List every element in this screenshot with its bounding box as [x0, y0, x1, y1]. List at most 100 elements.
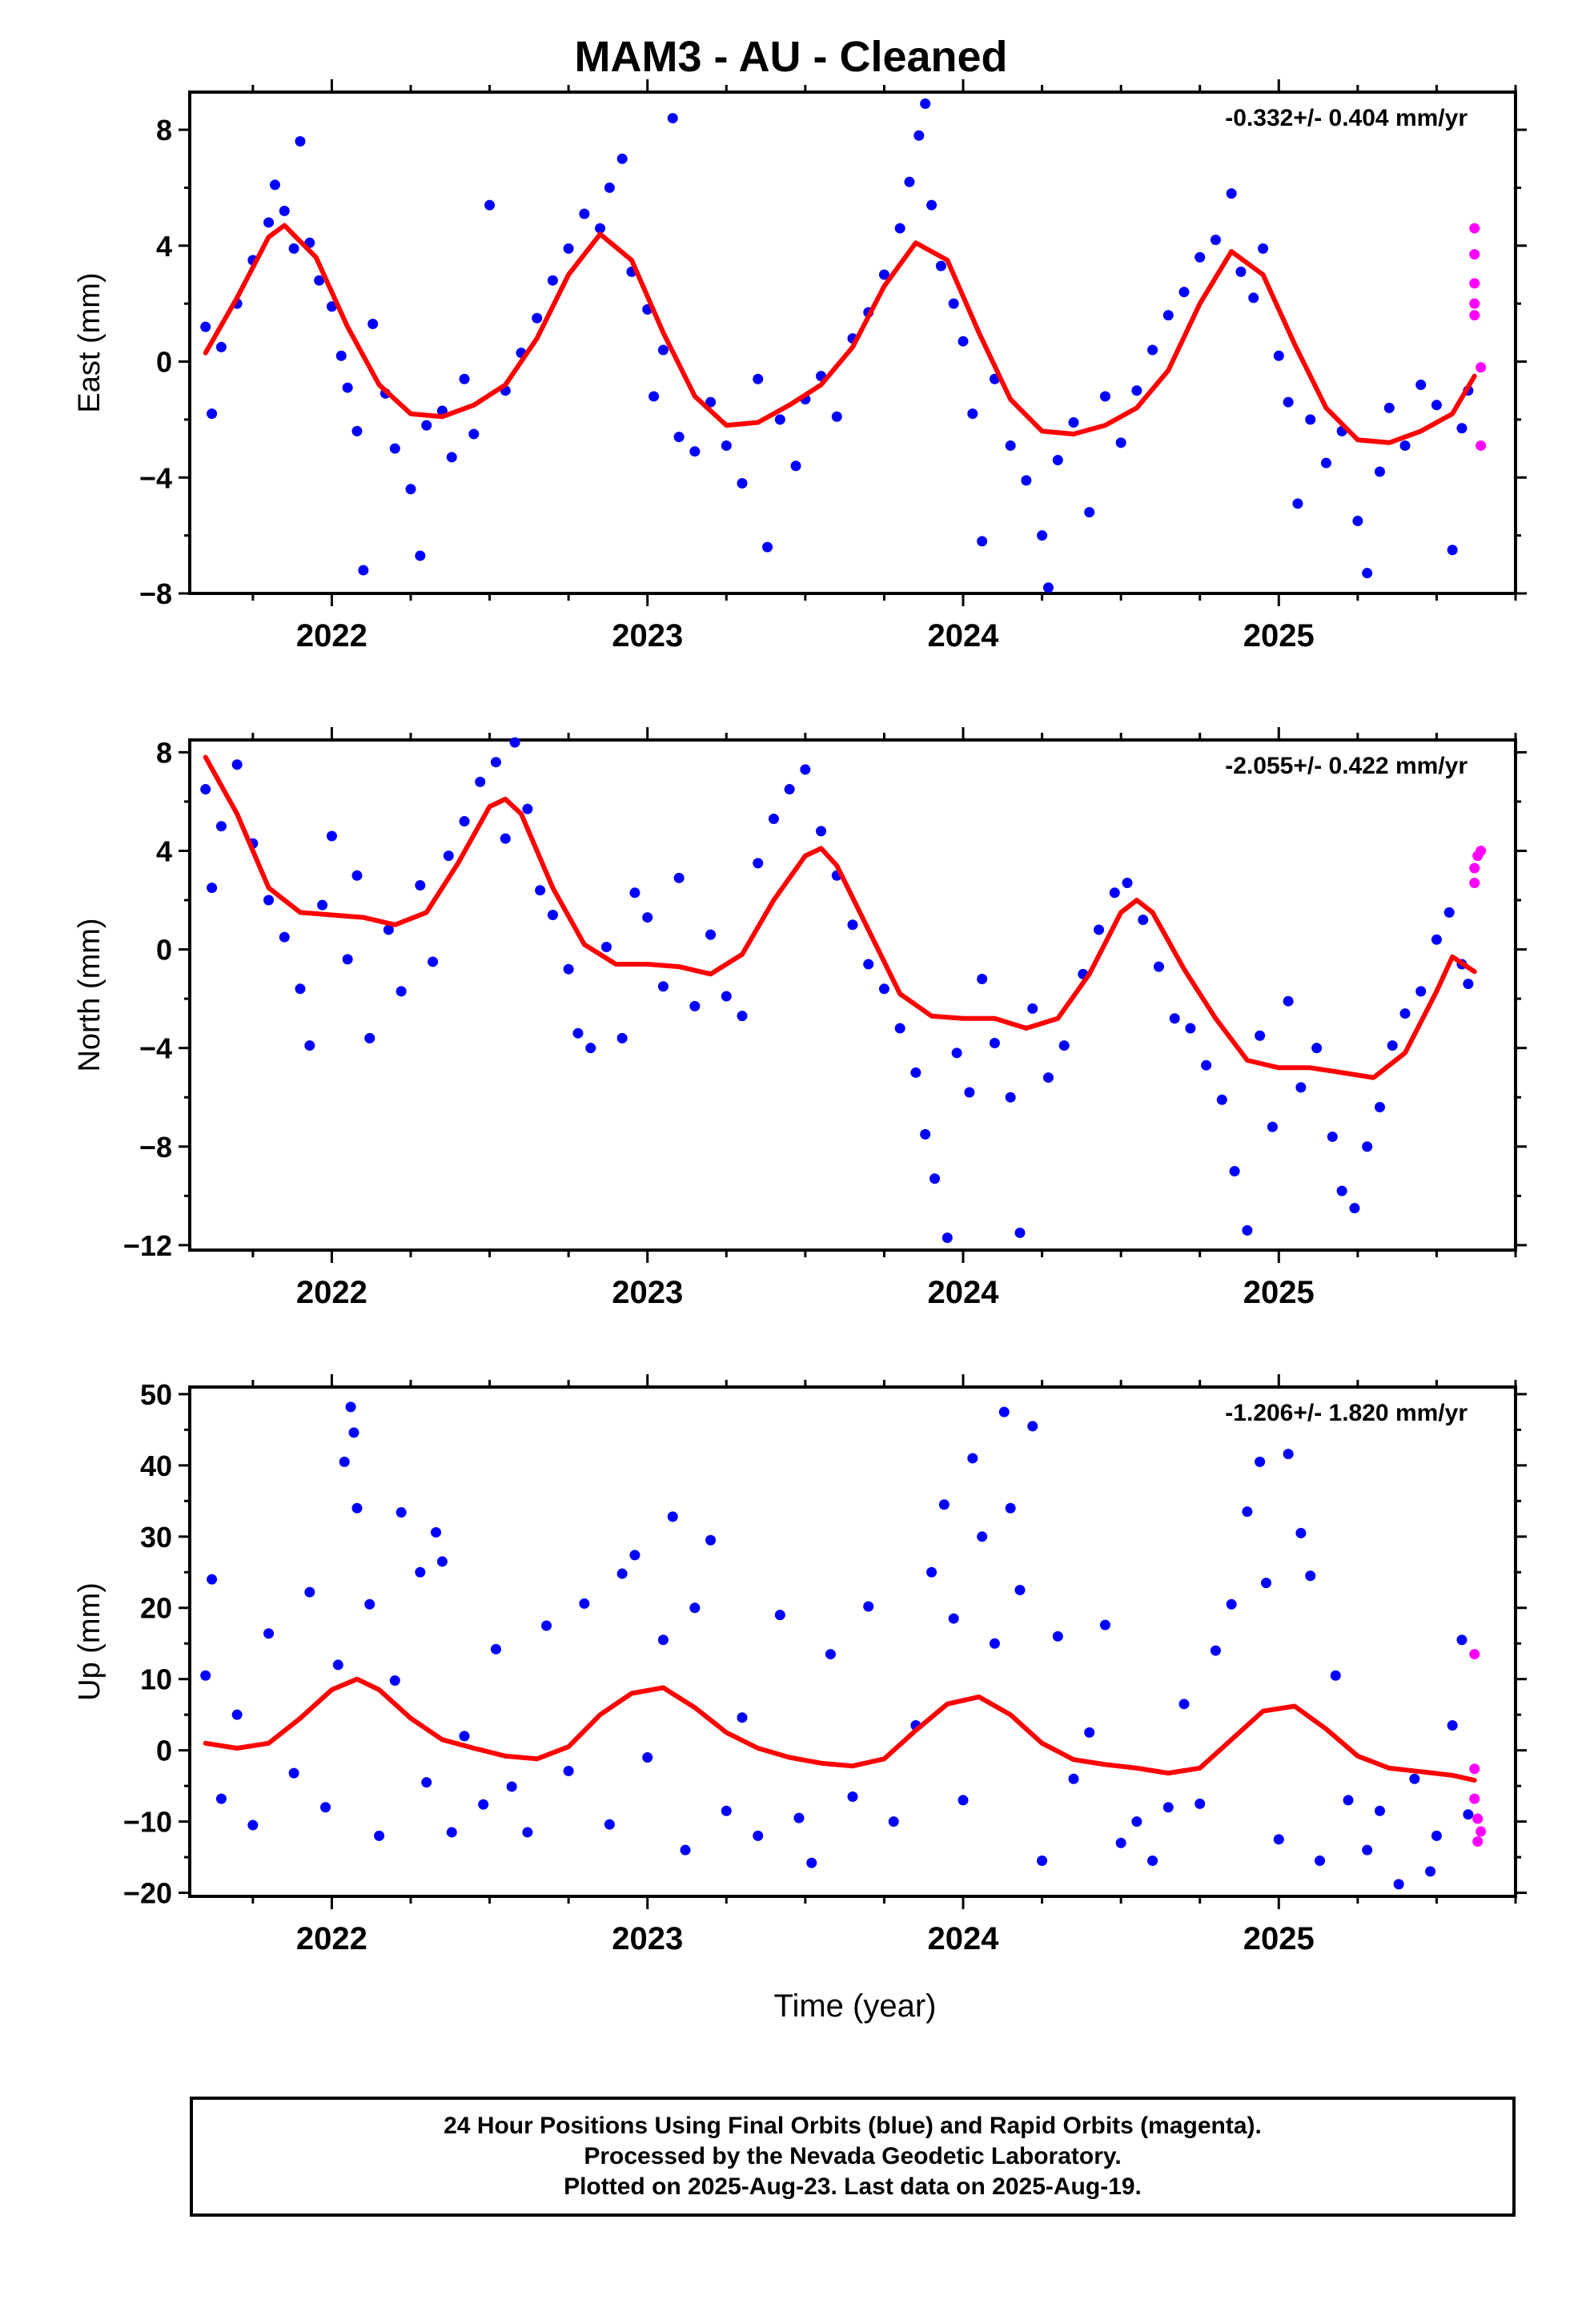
final-orbit-point	[1099, 1619, 1110, 1630]
final-orbit-point	[1021, 475, 1032, 486]
final-orbit-point	[579, 1598, 590, 1609]
final-orbit-point	[490, 1643, 501, 1655]
final-orbit-point	[1261, 1578, 1272, 1589]
final-orbit-point	[680, 1844, 691, 1856]
final-orbit-point	[269, 179, 280, 191]
final-orbit-point	[288, 1767, 299, 1779]
y-axis-label: Up (mm)	[73, 1582, 106, 1701]
rate-annotation: -2.055+/- 0.422 mm/yr	[1225, 753, 1468, 779]
axis-frame	[188, 90, 1517, 595]
final-orbit-point	[737, 1011, 748, 1022]
final-orbit-point	[200, 784, 211, 795]
final-orbit-point	[351, 870, 363, 881]
final-orbit-point	[364, 1598, 375, 1610]
final-orbit-point	[721, 440, 732, 451]
final-orbit-point	[1195, 1798, 1206, 1809]
final-orbit-point	[304, 1040, 315, 1051]
final-orbit-point	[926, 199, 938, 211]
final-orbit-point	[415, 880, 426, 891]
y-tick-label: 40	[140, 1449, 172, 1482]
final-orbit-point	[935, 260, 946, 271]
y-tick-label: −12	[123, 1229, 172, 1262]
final-orbit-point	[1349, 1203, 1360, 1214]
final-orbit-point	[1415, 379, 1427, 390]
final-orbit-point	[604, 1819, 615, 1830]
x-tick-label: 2024	[928, 1275, 1000, 1310]
final-orbit-point	[478, 1799, 489, 1810]
rapid-orbit-point	[1469, 278, 1480, 289]
final-orbit-point	[263, 895, 275, 906]
final-orbit-point	[1115, 1837, 1126, 1848]
final-orbit-point	[215, 341, 227, 352]
final-orbit-point	[431, 1526, 442, 1538]
final-orbit-point	[509, 737, 520, 748]
final-orbit-point	[314, 275, 325, 286]
final-orbit-point	[415, 1566, 426, 1578]
rapid-orbit-point	[1476, 845, 1487, 856]
final-orbit-point	[1295, 1082, 1307, 1093]
final-orbit-point	[942, 1232, 953, 1244]
final-orbit-point	[572, 1027, 584, 1039]
final-orbit-point	[831, 411, 842, 422]
final-orbit-point	[358, 565, 369, 576]
final-orbit-point	[326, 301, 337, 312]
final-orbit-point	[351, 1502, 363, 1514]
final-orbit-point	[825, 1649, 836, 1660]
final-orbit-point	[522, 1827, 533, 1838]
final-orbit-point	[948, 1613, 959, 1624]
final-orbit-point	[616, 1568, 628, 1579]
caption-box: 24 Hour Positions Using Final Orbits (bl…	[190, 2097, 1516, 2217]
final-orbit-point	[1255, 1030, 1266, 1041]
final-orbit-point	[1084, 507, 1095, 518]
final-orbit-point	[383, 924, 394, 935]
final-orbit-point	[667, 1511, 678, 1522]
final-orbit-point	[774, 414, 785, 425]
final-orbit-point	[657, 981, 669, 992]
final-orbit-point	[342, 954, 353, 965]
final-orbit-point	[1273, 350, 1284, 361]
final-orbit-point	[396, 986, 407, 997]
final-orbit-point	[263, 217, 275, 228]
chart-title: MAM3 - AU - Cleaned	[574, 33, 1008, 81]
final-orbit-point	[1169, 1013, 1180, 1024]
final-orbit-point	[389, 443, 400, 454]
final-orbit-point	[964, 1087, 975, 1098]
final-orbit-point	[295, 136, 306, 147]
final-orbit-point	[326, 830, 337, 842]
axis-frame	[188, 738, 1517, 1252]
rapid-orbit-point	[1469, 1793, 1480, 1804]
final-orbit-point	[604, 182, 615, 193]
y-tick-label: −20	[123, 1877, 172, 1910]
final-orbit-point	[207, 1574, 218, 1585]
final-orbit-point	[1283, 396, 1294, 408]
final-orbit-point	[1431, 934, 1442, 945]
final-orbit-point	[1415, 986, 1427, 997]
final-orbit-point	[595, 223, 606, 234]
final-orbit-point	[938, 1499, 950, 1510]
final-orbit-point	[1042, 1072, 1054, 1084]
final-orbit-point	[629, 1550, 640, 1561]
final-orbit-point	[342, 382, 353, 393]
final-orbit-point	[790, 460, 801, 472]
final-orbit-point	[1463, 979, 1474, 990]
final-orbit-point	[774, 1610, 785, 1621]
final-orbit-point	[1425, 1866, 1436, 1877]
y-tick-label: 8	[156, 114, 172, 147]
final-orbit-point	[806, 1857, 817, 1868]
final-orbit-point	[977, 536, 988, 547]
final-orbit-point	[1362, 1844, 1373, 1856]
final-orbit-point	[1305, 414, 1316, 425]
y-tick-label: 0	[156, 1735, 172, 1767]
final-orbit-point	[200, 321, 211, 332]
final-orbit-point	[345, 1401, 356, 1413]
final-orbit-point	[348, 1427, 359, 1438]
final-orbit-point	[989, 1638, 1000, 1649]
final-orbit-point	[484, 199, 496, 211]
final-orbit-point	[1248, 292, 1259, 304]
final-orbit-point	[1226, 188, 1237, 199]
final-orbit-point	[1185, 1023, 1196, 1034]
final-orbit-point	[1005, 1502, 1016, 1514]
final-orbit-point	[705, 396, 717, 408]
final-orbit-point	[295, 983, 306, 995]
